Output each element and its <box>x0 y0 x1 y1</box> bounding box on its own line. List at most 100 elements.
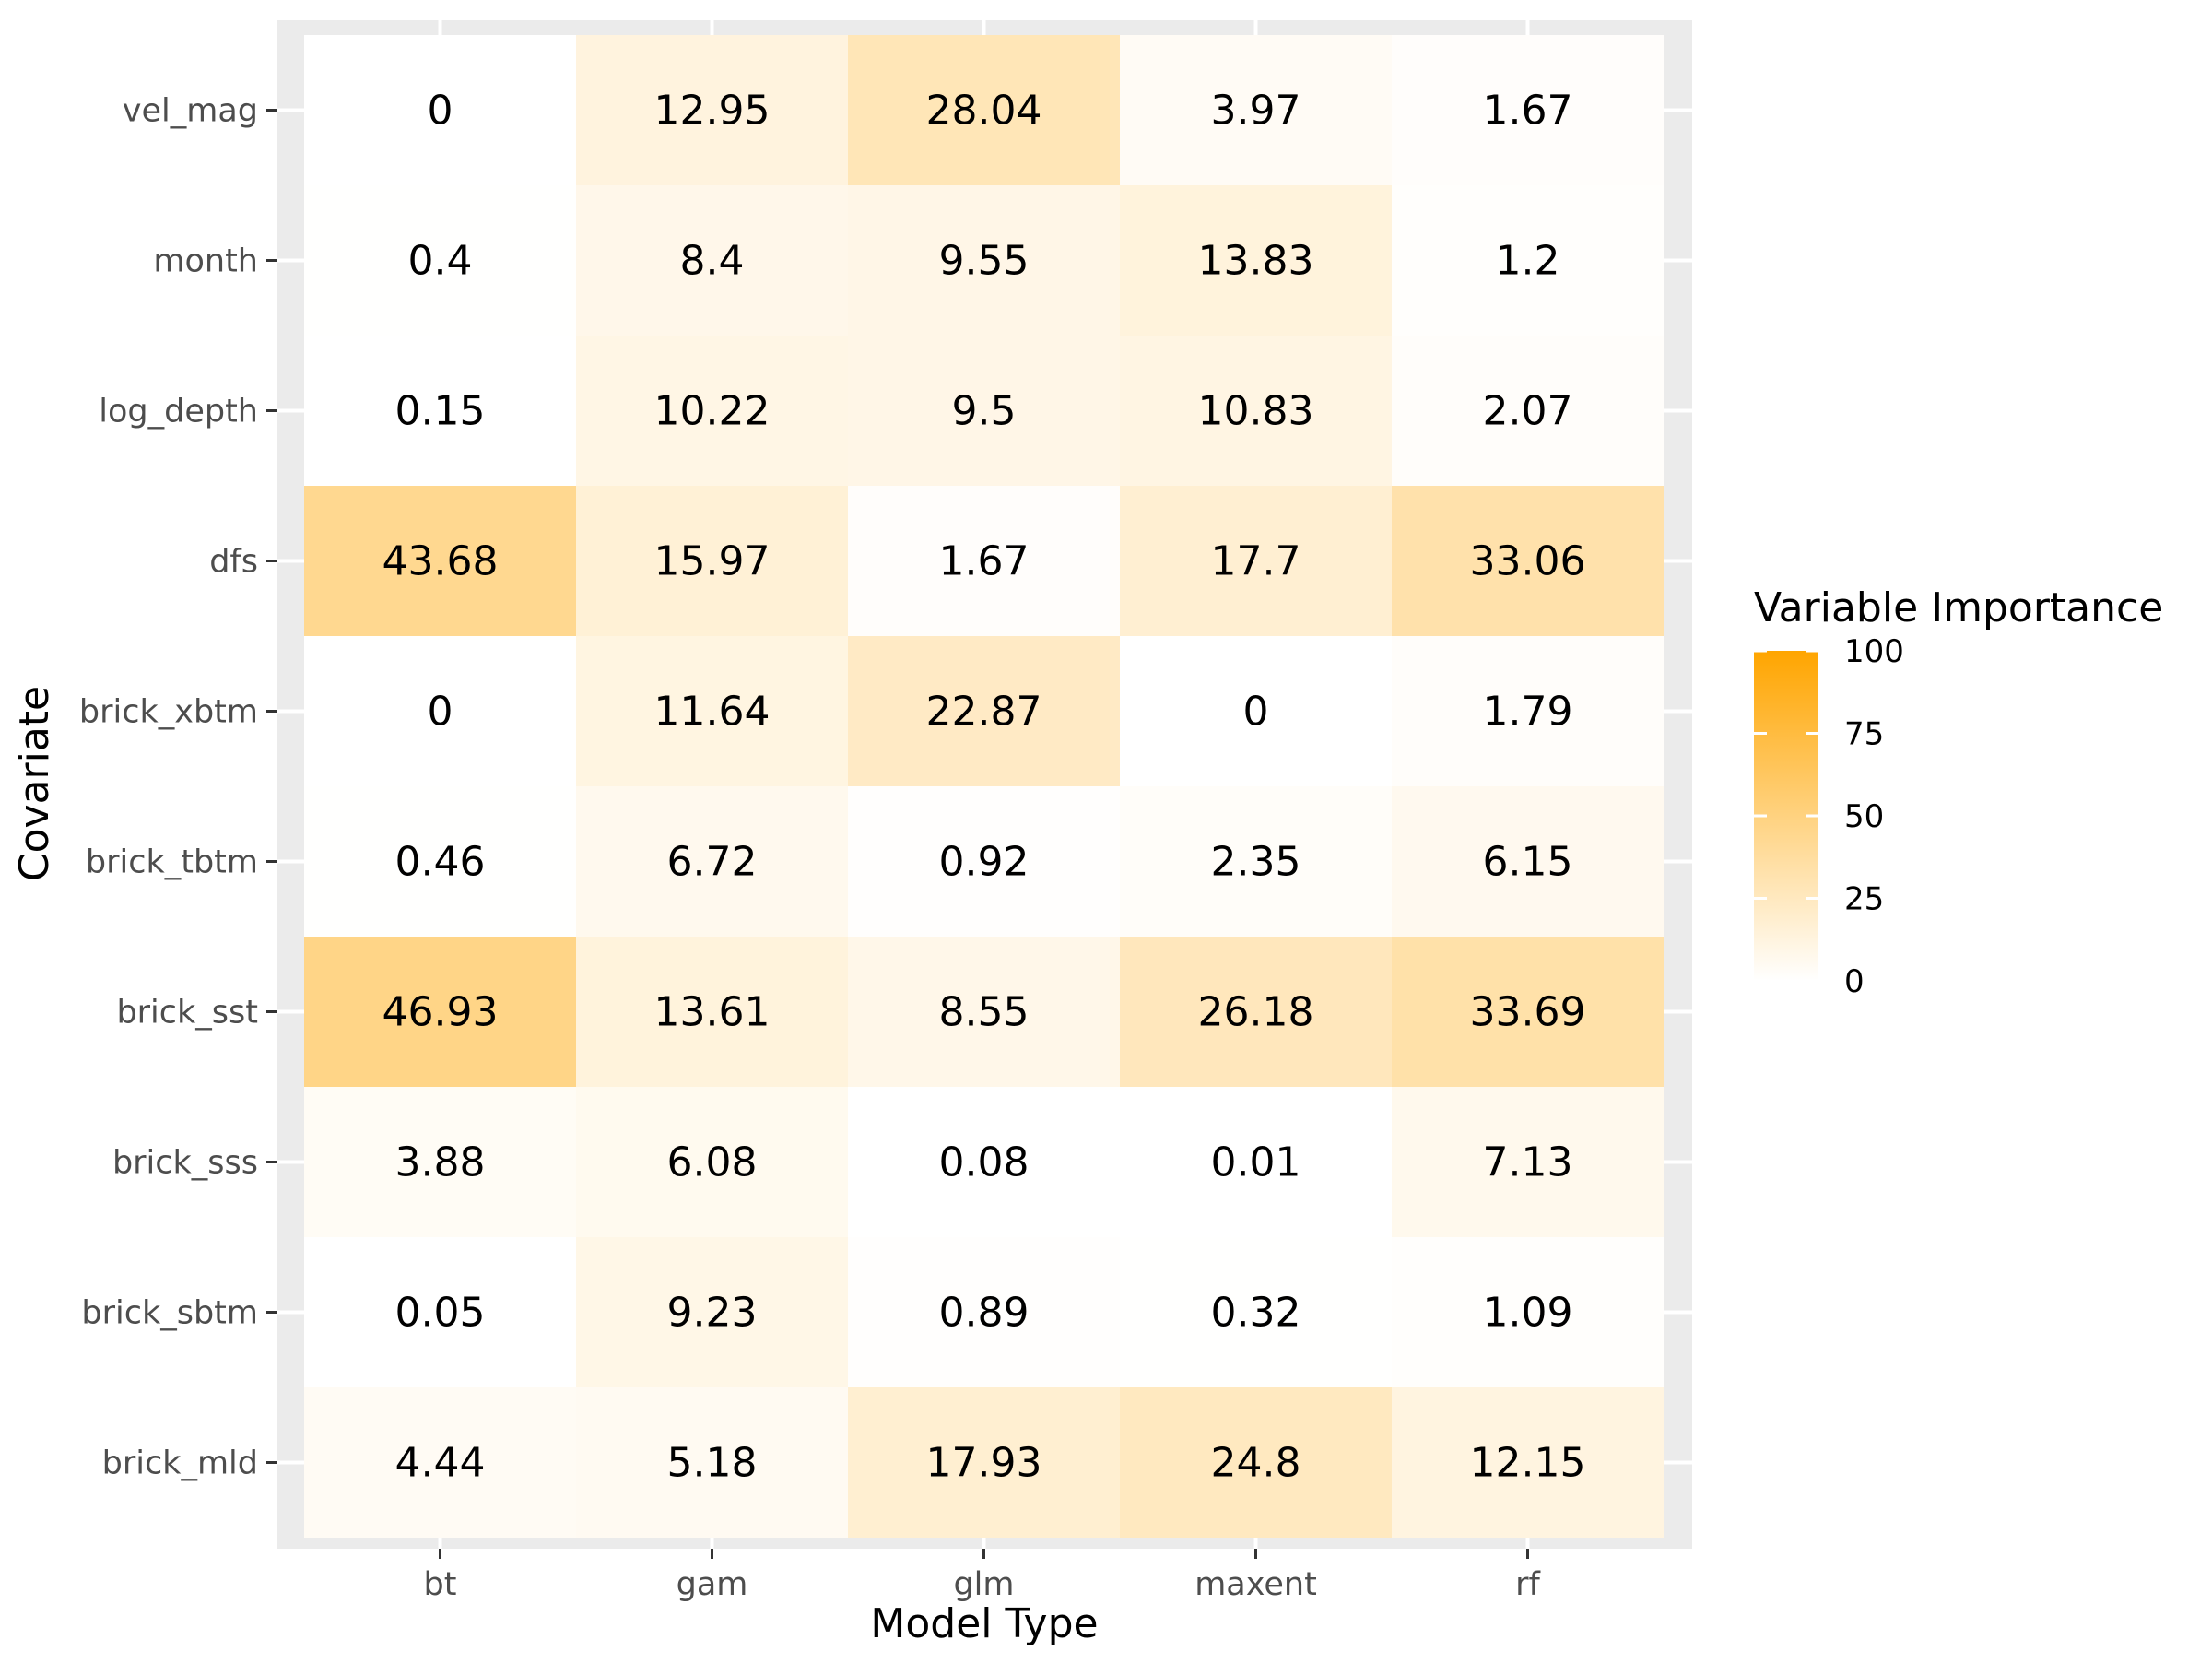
legend-title: Variable Importance <box>1754 584 2163 631</box>
heatmap-cell <box>1392 1387 1664 1538</box>
heatmap-cell <box>576 185 848 336</box>
legend-tick-label: 0 <box>1844 963 1865 1000</box>
cell-label: 1.67 <box>1483 88 1573 135</box>
legend-tick-label: 50 <box>1844 798 1884 835</box>
cell-label: 0.01 <box>1211 1139 1301 1186</box>
cell-label: 0.89 <box>939 1290 1030 1337</box>
heatmap-cell <box>576 1387 848 1538</box>
heatmap-cell <box>1120 786 1392 937</box>
cell-label: 9.5 <box>952 388 1017 435</box>
heatmap-cell <box>576 35 848 185</box>
heatmap-cell <box>304 937 576 1087</box>
cell-label: 10.22 <box>654 388 771 435</box>
heatmap-cell <box>848 1237 1120 1387</box>
legend-tick-label: 100 <box>1844 633 1904 670</box>
heatmap-cell <box>1392 786 1664 937</box>
x-tick-label: bt <box>424 1566 457 1603</box>
cell-label: 3.88 <box>395 1139 486 1186</box>
legend-tick-label: 75 <box>1844 716 1884 753</box>
cell-label: 11.64 <box>654 689 771 736</box>
y-tick-label: log_depth <box>99 394 258 430</box>
heatmap-cell <box>1392 1087 1664 1237</box>
cell-label: 0.08 <box>939 1139 1030 1186</box>
heatmap-cell <box>1392 35 1664 185</box>
heatmap-cell <box>1392 636 1664 786</box>
cell-label: 0.15 <box>395 388 486 435</box>
x-axis-title: Model Type <box>870 1600 1098 1647</box>
cell-label: 6.72 <box>667 839 758 886</box>
heatmap-cell <box>848 185 1120 336</box>
cell-label: 17.7 <box>1211 538 1301 585</box>
heatmap-cell <box>1120 1237 1392 1387</box>
cell-labels: 0 12.95 28.04 3.97 1.67 0.4 8.4 9.55 13.83 1.2 0.1… <box>382 88 1586 1487</box>
y-tick-label: brick_sbtm <box>81 1295 258 1332</box>
heatmap-cell <box>848 786 1120 937</box>
y-tick-label: brick_mld <box>102 1445 258 1482</box>
heatmap-cell <box>1392 1237 1664 1387</box>
heatmap-cell <box>304 1087 576 1237</box>
cell-label: 46.93 <box>382 989 499 1036</box>
cell-label: 0 <box>428 88 453 135</box>
heatmap-cell <box>304 1237 576 1387</box>
cell-label: 0.4 <box>408 238 473 285</box>
cell-label: 2.35 <box>1211 839 1301 886</box>
heatmap-cell <box>576 1087 848 1237</box>
heatmap-cell <box>848 937 1120 1087</box>
cell-label: 10.83 <box>1198 388 1314 435</box>
heatmap-cell <box>576 336 848 486</box>
heatmap-cell <box>848 486 1120 636</box>
cell-label: 43.68 <box>382 538 499 585</box>
cell-label: 22.87 <box>926 689 1042 736</box>
cell-label: 0.05 <box>395 1290 486 1337</box>
heatmap-cell <box>1120 1387 1392 1538</box>
cell-label: 6.08 <box>667 1139 758 1186</box>
y-tick-label: brick_sss <box>112 1145 258 1182</box>
heatmap-cell <box>848 1387 1120 1538</box>
y-tick-label: brick_sst <box>116 995 258 1032</box>
y-tick-label: brick_tbtm <box>86 844 258 881</box>
cell-label: 5.18 <box>667 1440 758 1487</box>
heatmap-cell <box>1120 636 1392 786</box>
cell-label: 12.15 <box>1470 1440 1586 1487</box>
x-tick-label: glm <box>953 1566 1014 1603</box>
heatmap-cell <box>304 185 576 336</box>
heatmap-cell <box>848 336 1120 486</box>
legend-tick-label: 25 <box>1844 881 1884 918</box>
heatmap-cell <box>1392 937 1664 1087</box>
heatmap-cell <box>576 786 848 937</box>
cell-label: 13.61 <box>654 989 771 1036</box>
heatmap-cell <box>304 636 576 786</box>
heatmap-cell <box>1392 486 1664 636</box>
cell-label: 8.4 <box>680 238 745 285</box>
y-tick-label: month <box>153 243 258 280</box>
heatmap-cell <box>1120 185 1392 336</box>
cell-label: 0.46 <box>395 839 486 886</box>
heatmap-cell <box>848 1087 1120 1237</box>
cell-label: 0.92 <box>939 839 1030 886</box>
x-axis: bt gam glm maxent rf <box>424 1549 1541 1603</box>
heatmap-cell <box>1120 35 1392 185</box>
y-axis-title: Covariate <box>11 686 58 881</box>
cell-label: 33.06 <box>1470 538 1586 585</box>
heatmap-cell <box>1392 185 1664 336</box>
cell-label: 13.83 <box>1198 238 1314 285</box>
heatmap-cell <box>304 336 576 486</box>
heatmap-cell <box>304 1387 576 1538</box>
heatmap-cell <box>1120 486 1392 636</box>
cell-label: 1.79 <box>1483 689 1573 736</box>
heatmap-cell <box>576 486 848 636</box>
legend-ticks: 0 25 50 75 100 <box>1754 633 1904 1000</box>
x-tick-label: maxent <box>1194 1566 1317 1603</box>
cell-label: 33.69 <box>1470 989 1586 1036</box>
cell-label: 26.18 <box>1198 989 1314 1036</box>
cell-label: 1.2 <box>1496 238 1560 285</box>
x-tick-label: rf <box>1515 1566 1540 1603</box>
x-tick-label: gam <box>677 1566 748 1603</box>
heatmap-cells <box>304 35 1664 1538</box>
heatmap-cell <box>1120 1087 1392 1237</box>
heatmap-cell <box>1120 937 1392 1087</box>
heatmap-cell <box>304 35 576 185</box>
cell-label: 4.44 <box>395 1440 486 1487</box>
